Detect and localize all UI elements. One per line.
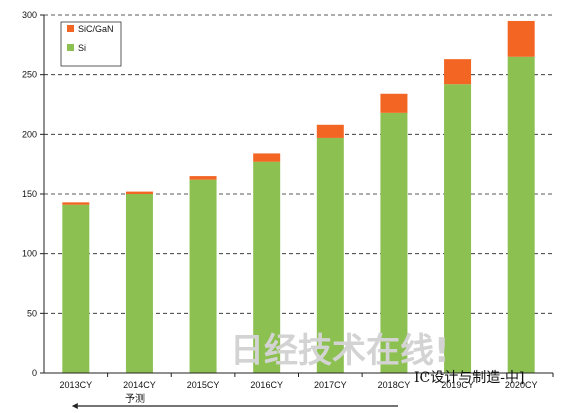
- bar-si-2020cy: [507, 56, 535, 374]
- y-tick-label: 100: [22, 249, 37, 259]
- bar-si-2017cy: [316, 137, 344, 373]
- bar-si-2018cy: [380, 112, 408, 373]
- y-tick-label: 150: [22, 189, 37, 199]
- forecast-indicator: 予测: [71, 392, 398, 409]
- bar-sic-gan-2020cy: [507, 20, 535, 57]
- bar-si-2019cy: [444, 84, 472, 374]
- x-category-label: 2017CY: [314, 380, 347, 390]
- bars: [62, 20, 535, 374]
- x-category-label: 2018CY: [378, 380, 411, 390]
- bar-sic-gan-2015cy: [189, 176, 217, 180]
- legend-label: SiC/GaN: [78, 24, 114, 34]
- bar-si-2013cy: [62, 204, 90, 373]
- y-tick-label: 200: [22, 129, 37, 139]
- legend-swatch: [67, 44, 74, 51]
- watermark: 日经技术在线!: [230, 331, 450, 371]
- legend-label: Si: [78, 43, 86, 53]
- bar-sic-gan-2017cy: [316, 124, 344, 138]
- y-tick-label: 300: [22, 10, 37, 20]
- y-tick-label: 250: [22, 70, 37, 80]
- y-tick-label: 0: [32, 368, 37, 378]
- bar-si-2015cy: [189, 179, 217, 373]
- axes: 0 50 100 150 200 250 300 2013CY 2014CY 2015CY 2016…: [22, 10, 554, 390]
- legend-swatch: [67, 25, 74, 32]
- x-category-label: 2019CY: [441, 380, 474, 390]
- bar-sic-gan-2018cy: [380, 93, 408, 113]
- x-category-label: 2016CY: [250, 380, 283, 390]
- x-category-label: 2020CY: [505, 380, 538, 390]
- bar-sic-gan-2019cy: [444, 59, 472, 85]
- bar-sic-gan-2016cy: [253, 153, 281, 162]
- x-category-label: 2013CY: [60, 380, 93, 390]
- bar-si-2014cy: [125, 194, 153, 373]
- bar-sic-gan-2013cy: [62, 202, 90, 205]
- forecast-arrow-head: [71, 403, 78, 409]
- legend: SiC/GaN Si: [60, 21, 122, 67]
- bar-si-2016cy: [253, 161, 281, 373]
- footer: IC设计与制造-中]: [414, 370, 524, 386]
- watermark-text: 日经技术在线!: [230, 331, 450, 371]
- forecast-label: 予测: [125, 392, 145, 405]
- footer-caption: IC设计与制造-中]: [414, 370, 524, 386]
- x-category-label: 2015CY: [187, 380, 220, 390]
- y-tick-label: 50: [27, 308, 37, 318]
- bar-sic-gan-2014cy: [125, 191, 153, 194]
- x-category-label: 2014CY: [123, 380, 156, 390]
